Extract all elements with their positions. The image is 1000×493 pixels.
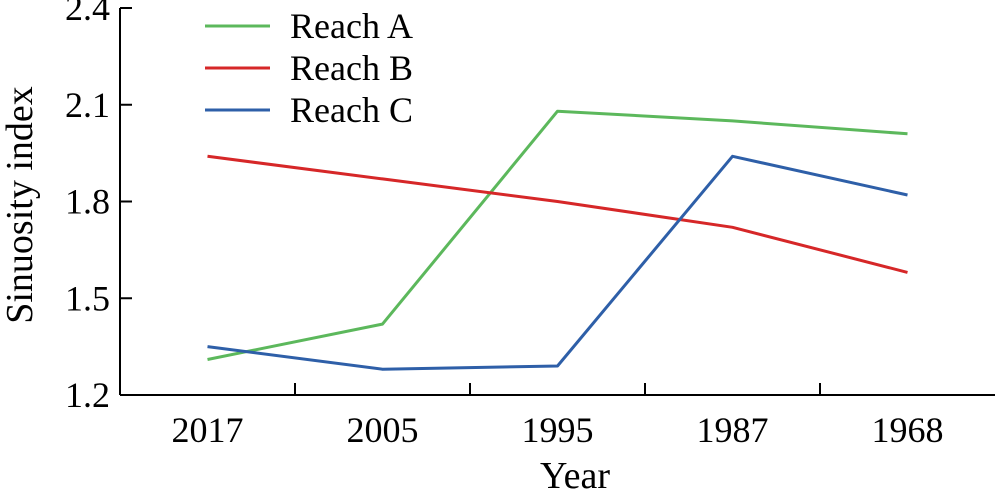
legend-label: Reach A: [290, 6, 413, 46]
legend-label: Reach B: [290, 48, 413, 88]
x-tick-label: 2005: [347, 410, 419, 450]
x-tick-label: 1987: [697, 410, 769, 450]
y-tick-label: 1.5: [65, 278, 110, 318]
x-ticks: 2017 2005 1995 1987 1968: [172, 383, 944, 450]
y-tick-label: 2.4: [65, 0, 110, 28]
series-line-reach-c: [207, 154, 908, 371]
legend-label: Reach C: [290, 90, 413, 130]
y-tick-label: 2.1: [65, 85, 110, 125]
x-tick-label: 1968: [872, 410, 944, 450]
x-tick-label: 1995: [522, 410, 594, 450]
y-ticks: 1.2 1.5 1.8 2.1 2.4: [65, 0, 132, 415]
x-axis-label: Year: [540, 455, 610, 493]
series-line-reach-b: [207, 154, 908, 274]
y-tick-label: 1.8: [65, 182, 110, 222]
y-tick-label: 1.2: [65, 375, 110, 415]
x-tick-label: 2017: [172, 410, 244, 450]
series-line-reach-a: [207, 109, 908, 361]
series-lines: [207, 109, 908, 371]
y-axis-label: Sinuosity index: [0, 86, 41, 324]
